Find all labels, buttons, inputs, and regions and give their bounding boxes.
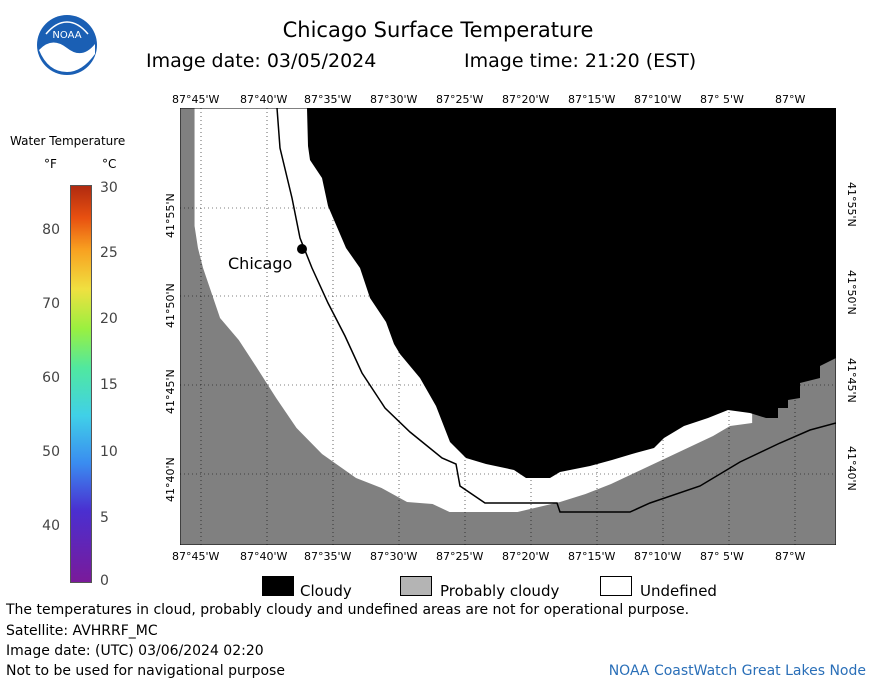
unit-fahrenheit: °F	[44, 157, 57, 171]
lon-label-top: 87°35'W	[304, 93, 352, 106]
lon-label-top: 87°10'W	[634, 93, 682, 106]
c-tick: 5	[100, 510, 109, 526]
lon-label-bottom: 87°30'W	[370, 550, 418, 563]
legend-swatch-probably-cloudy	[400, 576, 432, 596]
noaa-logo-icon: NOAA	[37, 15, 97, 75]
lat-label-left: 41°40'N	[164, 457, 177, 502]
lon-label-bottom: 87° 5'W	[700, 550, 744, 563]
lat-label-right: 41°55'N	[845, 182, 858, 227]
f-tick: 60	[42, 370, 60, 386]
coastline	[276, 108, 836, 513]
c-tick: 30	[100, 180, 118, 196]
utc-date-text: Image date: (UTC) 03/06/2024 02:20	[6, 643, 264, 659]
chicago-label: Chicago	[228, 254, 292, 273]
satellite-text: Satellite: AVHRRF_MC	[6, 623, 158, 639]
credit-link[interactable]: NOAA CoastWatch Great Lakes Node	[608, 663, 866, 679]
c-tick: 10	[100, 444, 118, 460]
lon-label-top: 87°30'W	[370, 93, 418, 106]
lon-label-bottom: 87°35'W	[304, 550, 352, 563]
lat-label-left: 41°45'N	[164, 369, 177, 414]
cloudy-area	[307, 108, 836, 478]
chicago-marker	[297, 244, 307, 254]
lon-label-bottom: 87°W	[775, 550, 806, 563]
lon-label-top: 87°15'W	[568, 93, 616, 106]
nav-warning-text: Not to be used for navigational purpose	[6, 663, 285, 679]
legend-label-probably-cloudy: Probably cloudy	[440, 582, 560, 600]
map-grid	[180, 108, 836, 545]
c-tick: 20	[100, 311, 118, 327]
f-tick: 70	[42, 296, 60, 312]
map-panel: Chicago	[180, 108, 836, 545]
c-tick: 0	[100, 573, 109, 589]
legend-label-cloudy: Cloudy	[300, 582, 352, 600]
lon-label-top: 87°25'W	[436, 93, 484, 106]
lon-label-top: 87°W	[775, 93, 806, 106]
lon-label-bottom: 87°25'W	[436, 550, 484, 563]
image-time: Image time: 21:20 (EST)	[464, 50, 697, 72]
temperature-colorbar	[70, 185, 92, 583]
f-tick: 50	[42, 444, 60, 460]
c-tick: 25	[100, 245, 118, 261]
lon-label-bottom: 87°10'W	[634, 550, 682, 563]
lon-label-bottom: 87°20'W	[502, 550, 550, 563]
lat-label-left: 41°50'N	[164, 283, 177, 328]
lat-label-right: 41°45'N	[845, 358, 858, 403]
legend-label-undefined: Undefined	[640, 582, 717, 600]
lon-label-top: 87° 5'W	[700, 93, 744, 106]
unit-celsius: °C	[102, 157, 117, 171]
legend-swatch-undefined	[600, 576, 632, 596]
f-tick: 80	[42, 222, 60, 238]
lon-label-bottom: 87°40'W	[240, 550, 288, 563]
disclaimer-text: The temperatures in cloud, probably clou…	[6, 602, 690, 618]
lon-label-top: 87°45'W	[172, 93, 220, 106]
lat-label-right: 41°50'N	[845, 270, 858, 315]
lat-label-left: 41°55'N	[164, 193, 177, 238]
lon-label-bottom: 87°45'W	[172, 550, 220, 563]
image-date: Image date: 03/05/2024	[146, 50, 377, 72]
lon-label-top: 87°40'W	[240, 93, 288, 106]
c-tick: 15	[100, 377, 118, 393]
logo-text: NOAA	[52, 30, 81, 41]
f-tick: 40	[42, 518, 60, 534]
page-title: Chicago Surface Temperature	[282, 18, 594, 42]
legend-swatch-cloudy	[262, 576, 294, 596]
lat-label-right: 41°40'N	[845, 446, 858, 491]
lon-label-top: 87°20'W	[502, 93, 550, 106]
lon-label-bottom: 87°15'W	[568, 550, 616, 563]
colorbar-title: Water Temperature	[10, 134, 126, 148]
